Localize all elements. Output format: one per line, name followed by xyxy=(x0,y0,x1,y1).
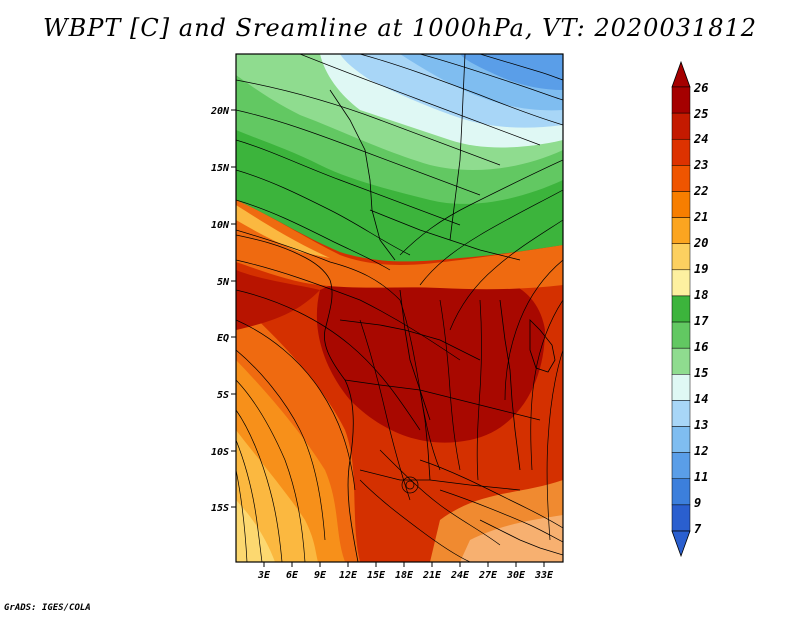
lat-tick: 20N xyxy=(210,106,236,117)
lon-tick-label: 6E xyxy=(286,570,299,581)
colorbar-segment xyxy=(671,452,691,480)
colorbar-segment xyxy=(671,243,691,271)
colorbar-segment xyxy=(671,269,691,297)
lon-tick-label: 24E xyxy=(450,570,470,581)
colorbar-label: 21 xyxy=(693,210,708,224)
lon-tick: 24E xyxy=(450,562,470,581)
colorbar-top-arrow xyxy=(671,60,691,88)
lat-tick-label: 20N xyxy=(210,106,230,117)
colorbar-label: 7 xyxy=(694,522,702,536)
lat-tick: 15N xyxy=(211,163,236,174)
colorbar-bottom-arrow xyxy=(671,530,691,558)
colorbar-segment xyxy=(671,347,691,375)
colorbar-label: 9 xyxy=(694,496,701,510)
lon-tick: 18E xyxy=(395,562,414,581)
colorbar-segment xyxy=(671,165,691,192)
lat-tick: 10N xyxy=(211,220,236,231)
lon-tick-label: 21E xyxy=(422,570,442,581)
colorbar: 26 25 24 23 22 21 20 19 18 17 16 15 14 1… xyxy=(671,60,709,558)
map-frame xyxy=(235,53,564,563)
lat-tick-label: EQ xyxy=(217,333,229,344)
colorbar-segment xyxy=(671,217,691,244)
lon-tick-label: 18E xyxy=(395,570,414,581)
colorbar-segment xyxy=(671,138,691,166)
colorbar-segment xyxy=(671,478,691,506)
colorbar-label: 18 xyxy=(694,288,708,302)
lat-tick-label: 15N xyxy=(211,163,230,174)
lon-tick: 33E xyxy=(534,562,554,581)
lat-tick: 5S xyxy=(217,390,236,401)
colorbar-label: 23 xyxy=(693,158,708,172)
lon-tick-label: 3E xyxy=(257,570,271,581)
colorbar-label: 26 xyxy=(693,81,708,95)
lon-axis: 3E 6E 9E 12E 15E 18E 21E 24E 27E 30E 33E xyxy=(257,562,554,581)
lon-tick-label: 12E xyxy=(339,570,358,581)
wbpt-shaded-field xyxy=(236,54,563,562)
colorbar-label: 13 xyxy=(694,418,708,432)
colorbar-label: 19 xyxy=(694,262,708,276)
lon-tick: 3E xyxy=(257,562,271,581)
lat-tick: EQ xyxy=(217,333,236,344)
colorbar-labels: 26 25 24 23 22 21 20 19 18 17 16 15 14 1… xyxy=(693,81,709,536)
colorbar-label: 17 xyxy=(694,314,709,328)
grads-credit: GrADS: IGES/COLA xyxy=(4,603,91,613)
colorbar-label: 14 xyxy=(694,392,708,406)
colorbar-segment xyxy=(671,374,691,401)
lat-tick-label: 15S xyxy=(211,503,229,514)
lon-tick-label: 30E xyxy=(506,570,526,581)
lat-tick: 5N xyxy=(217,277,236,288)
colorbar-label: 22 xyxy=(693,184,708,198)
lon-tick-label: 33E xyxy=(534,570,554,581)
map-title: WBPT [C] and Sreamline at 1000hPa, VT: 2… xyxy=(42,14,758,42)
lat-tick-label: 10N xyxy=(211,220,230,231)
colorbar-segment xyxy=(671,86,691,114)
colorbar-label: 20 xyxy=(693,236,708,250)
lat-tick-label: 5S xyxy=(217,390,229,401)
lon-tick-label: 15E xyxy=(367,570,386,581)
colorbar-segments xyxy=(671,86,691,532)
lat-tick-label: 10S xyxy=(211,447,229,458)
lon-tick: 27E xyxy=(478,562,498,581)
colorbar-segment xyxy=(671,112,691,140)
colorbar-segment xyxy=(671,504,691,532)
lon-tick: 12E xyxy=(339,562,358,581)
colorbar-segment xyxy=(671,321,691,349)
colorbar-label: 16 xyxy=(694,340,708,354)
colorbar-segment xyxy=(671,191,691,218)
lon-tick: 6E xyxy=(286,562,299,581)
colorbar-label: 24 xyxy=(693,132,708,146)
colorbar-segment xyxy=(671,295,691,323)
colorbar-segment xyxy=(671,426,691,453)
colorbar-label: 12 xyxy=(694,444,708,458)
lat-tick: 15S xyxy=(211,503,236,514)
colorbar-label: 11 xyxy=(694,470,708,484)
lon-tick: 30E xyxy=(506,562,526,581)
colorbar-label: 25 xyxy=(693,107,708,121)
lon-tick: 21E xyxy=(422,562,442,581)
lon-tick: 15E xyxy=(367,562,386,581)
lon-tick: 9E xyxy=(314,562,327,581)
colorbar-label: 15 xyxy=(694,366,708,380)
colorbar-segment xyxy=(671,400,691,427)
lon-tick-label: 27E xyxy=(478,570,498,581)
lat-axis: 20N 15N 10N 5N EQ 5S 10S 15S xyxy=(210,106,236,514)
lon-tick-label: 9E xyxy=(314,570,327,581)
lat-tick: 10S xyxy=(211,447,236,458)
lat-tick-label: 5N xyxy=(217,277,230,288)
